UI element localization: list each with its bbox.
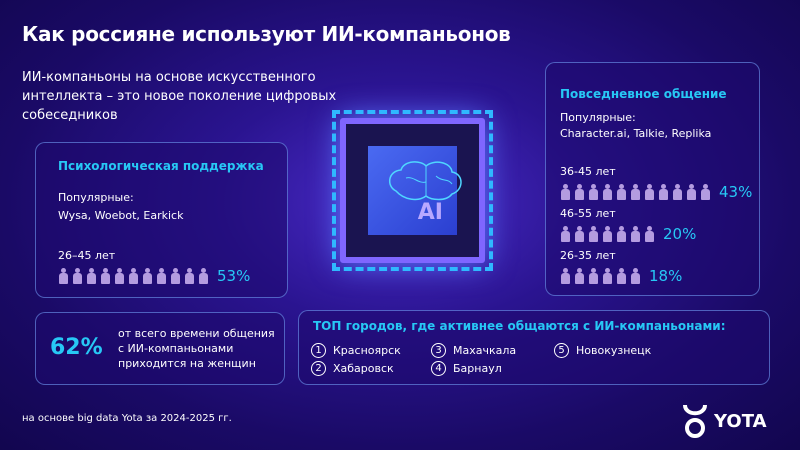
person-icon — [630, 184, 641, 200]
person-icon — [616, 268, 627, 284]
chip-label: AI — [417, 200, 443, 225]
top-cities-card: ТОП городов, где активнее общаются с ИИ-… — [298, 310, 770, 385]
popular-label: Популярные: — [58, 191, 134, 204]
chip-pins — [332, 110, 493, 271]
age-label: 26–45 лет — [58, 249, 116, 262]
person-icon — [630, 268, 641, 284]
person-icon — [630, 226, 641, 242]
city-name: Красноярск — [333, 344, 401, 357]
person-icon — [588, 226, 599, 242]
person-icon — [602, 184, 613, 200]
footnote: на основе big data Yota за 2024-2025 гг. — [22, 413, 232, 424]
person-icon — [184, 268, 195, 284]
logo-text: YOTA — [714, 410, 767, 432]
page-title: Как россияне используют ИИ-компаньонов — [22, 22, 511, 46]
brain-icon — [389, 161, 462, 201]
person-icon — [128, 268, 139, 284]
yota-logo: YOTA — [682, 402, 767, 440]
chip-die: AI — [368, 146, 462, 235]
person-icon — [658, 184, 669, 200]
percent: 53% — [217, 267, 251, 285]
city-item: 3 Махачкала — [431, 343, 516, 358]
people-row: 43% — [560, 183, 752, 201]
psych-apps: Wysa, Woebot, Earkick — [58, 209, 184, 222]
cities-heading: ТОП городов, где активнее общаются с ИИ-… — [313, 319, 726, 333]
people-row: 18% — [560, 267, 682, 285]
daily-apps: Character.ai, Talkie, Replika — [560, 127, 712, 140]
person-icon — [644, 226, 655, 242]
person-icon — [100, 268, 111, 284]
women-share-card: 62% от всего времени общения с ИИ-компан… — [35, 312, 285, 385]
person-icon — [58, 268, 69, 284]
ai-chip-illustration: AI — [332, 110, 493, 271]
city-name: Махачкала — [453, 344, 517, 357]
person-icon — [114, 268, 125, 284]
city-item: 4 Барнаул — [431, 361, 502, 376]
women-text: от всего времени общения с ИИ-компаньона… — [118, 327, 275, 370]
person-icon — [588, 268, 599, 284]
person-icon — [560, 226, 571, 242]
yota-logo-icon — [683, 404, 707, 438]
person-icon — [574, 268, 585, 284]
person-icon — [86, 268, 97, 284]
percent: 20% — [663, 225, 697, 243]
person-icon — [560, 268, 571, 284]
popular-label: Популярные: — [560, 111, 636, 124]
daily-heading: Повседневное общение — [560, 87, 727, 101]
psych-heading: Психологическая поддержка — [58, 159, 264, 173]
person-icon — [72, 268, 83, 284]
person-icon — [616, 226, 627, 242]
city-name: Новокузнецк — [576, 344, 652, 357]
rank-badge: 1 — [311, 343, 326, 358]
person-icon — [686, 184, 697, 200]
person-icon — [142, 268, 153, 284]
age-label: 36-45 лет — [560, 165, 616, 178]
person-icon — [574, 184, 585, 200]
psych-support-card: Психологическая поддержка Популярные: Wy… — [35, 142, 288, 298]
rank-badge: 4 — [431, 361, 446, 376]
people-row: 20% — [560, 225, 696, 243]
daily-chat-card: Повседневное общение Популярные: Charact… — [545, 62, 760, 296]
person-icon — [560, 184, 571, 200]
city-name: Хабаровск — [333, 362, 394, 375]
percent: 18% — [649, 267, 683, 285]
person-icon — [198, 268, 209, 284]
subtitle: ИИ-компаньоны на основе искусственного и… — [22, 70, 337, 123]
person-icon — [602, 268, 613, 284]
rank-badge: 5 — [554, 343, 569, 358]
person-icon — [700, 184, 711, 200]
person-icon — [588, 184, 599, 200]
people-row: 53% — [58, 267, 250, 285]
rank-badge: 3 — [431, 343, 446, 358]
person-icon — [574, 226, 585, 242]
age-label: 26-35 лет — [560, 249, 616, 262]
age-label: 46-55 лет — [560, 207, 616, 220]
person-icon — [156, 268, 167, 284]
city-name: Барнаул — [453, 362, 502, 375]
city-item: 1 Красноярск — [311, 343, 401, 358]
person-icon — [602, 226, 613, 242]
person-icon — [170, 268, 181, 284]
rank-badge: 2 — [311, 361, 326, 376]
women-percent: 62% — [50, 335, 103, 360]
city-item: 5 Новокузнецк — [554, 343, 651, 358]
city-item: 2 Хабаровск — [311, 361, 394, 376]
person-icon — [616, 184, 627, 200]
person-icon — [644, 184, 655, 200]
person-icon — [672, 184, 683, 200]
percent: 43% — [719, 183, 753, 201]
